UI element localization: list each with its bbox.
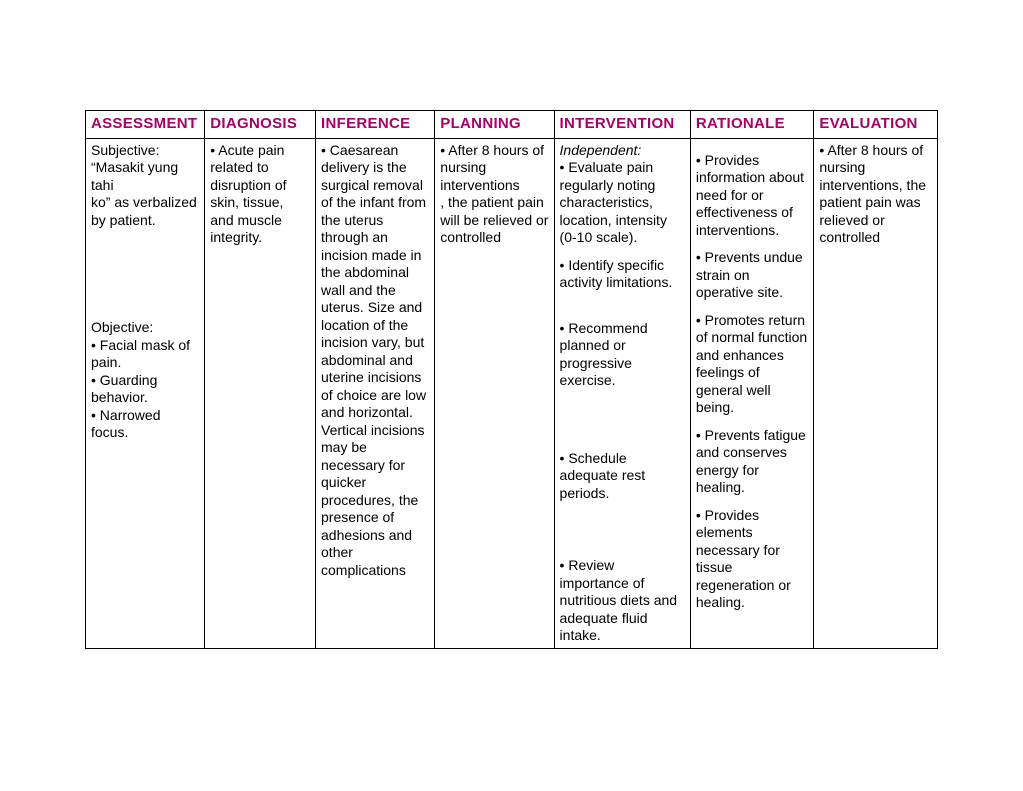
spacer	[696, 417, 809, 427]
spacer	[560, 390, 685, 450]
header-evaluation: EVALUATION	[814, 111, 938, 139]
planning-1: • After 8 hours of nursing interventions…	[440, 142, 548, 247]
evaluation-1: • After 8 hours of nursing interventions…	[819, 142, 932, 247]
spacer	[560, 292, 685, 320]
cell-evaluation: • After 8 hours of nursing interventions…	[814, 138, 938, 648]
assessment-objective-1: • Facial mask of pain.	[91, 337, 199, 372]
cell-diagnosis: • Acute pain related to disruption of sk…	[205, 138, 316, 648]
assessment-objective-3: • Narrowed focus.	[91, 407, 199, 442]
intervention-5: • Review importance of nutritious diets …	[560, 557, 685, 645]
rationale-4: • Prevents fatigue and conserves energy …	[696, 427, 809, 497]
rationale-1: • Provides information about need for or…	[696, 152, 809, 240]
table-header-row: ASSESSMENT DIAGNOSIS INFERENCE PLANNING …	[86, 111, 938, 139]
spacer	[696, 497, 809, 507]
intervention-4: • Schedule adequate rest periods.	[560, 450, 685, 503]
intervention-1: • Evaluate pain regularly noting charact…	[560, 159, 685, 247]
intervention-2: • Identify specific activity limitations…	[560, 257, 685, 292]
cell-rationale: • Provides information about need for or…	[690, 138, 814, 648]
header-assessment: ASSESSMENT	[86, 111, 205, 139]
rationale-3: • Promotes return of normal function and…	[696, 312, 809, 417]
assessment-objective-2: • Guarding behavior.	[91, 372, 199, 407]
nursing-care-plan-table: ASSESSMENT DIAGNOSIS INFERENCE PLANNING …	[85, 110, 938, 649]
header-rationale: RATIONALE	[690, 111, 814, 139]
spacer	[560, 247, 685, 257]
diagnosis-1: • Acute pain related to disruption of sk…	[210, 142, 310, 247]
cell-planning: • After 8 hours of nursing interventions…	[435, 138, 554, 648]
cell-inference: • Caesarean delivery is the surgical rem…	[316, 138, 435, 648]
cell-assessment: Subjective: “Masakit yung tahi ko” as ve…	[86, 138, 205, 648]
header-diagnosis: DIAGNOSIS	[205, 111, 316, 139]
header-intervention: INTERVENTION	[554, 111, 690, 139]
spacer	[696, 239, 809, 249]
spacer	[91, 229, 199, 319]
inference-1: • Caesarean delivery is the surgical rem…	[321, 142, 429, 580]
header-planning: PLANNING	[435, 111, 554, 139]
spacer	[696, 142, 809, 152]
table-row: Subjective: “Masakit yung tahi ko” as ve…	[86, 138, 938, 648]
assessment-objective-label: Objective:	[91, 319, 199, 337]
rationale-2: • Prevents undue strain on operative sit…	[696, 249, 809, 302]
cell-intervention: Independent: • Evaluate pain regularly n…	[554, 138, 690, 648]
spacer	[696, 302, 809, 312]
assessment-subjective-label: Subjective:	[91, 142, 199, 160]
rationale-5: • Provides elements necessary for tissue…	[696, 507, 809, 612]
intervention-independent-label: Independent:	[560, 142, 685, 160]
assessment-subjective-text: “Masakit yung tahi ko” as verbalized by …	[91, 159, 199, 229]
intervention-3: • Recommend planned or progressive exerc…	[560, 320, 685, 390]
header-inference: INFERENCE	[316, 111, 435, 139]
document-page: ASSESSMENT DIAGNOSIS INFERENCE PLANNING …	[0, 0, 1023, 791]
spacer	[560, 502, 685, 557]
